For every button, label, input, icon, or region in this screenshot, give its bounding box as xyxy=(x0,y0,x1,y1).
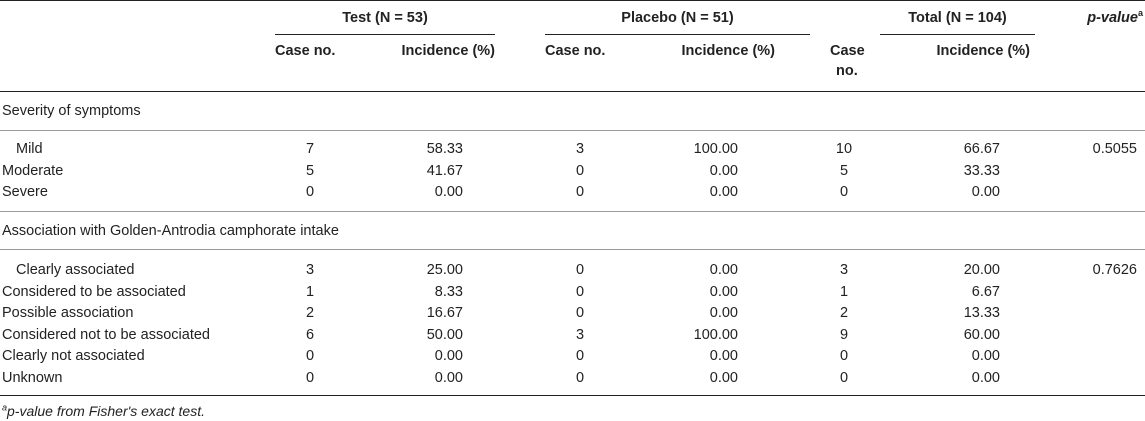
total-incidence-cell: 0.00 xyxy=(971,348,1000,364)
placebo-incidence-cell: 0.00 xyxy=(709,370,738,386)
total-incidence-cell: 20.00 xyxy=(963,262,1000,278)
table-bottom-rule xyxy=(0,395,1145,396)
total-case-cell: 0 xyxy=(839,348,849,364)
test-incidence-cell: 0.00 xyxy=(434,184,463,200)
row-label: Clearly not associated xyxy=(2,348,145,364)
header-pvalue: p-valuea xyxy=(1087,9,1143,27)
footnote-text: p-value from Fisher's exact test. xyxy=(7,403,205,419)
placebo-case-cell: 0 xyxy=(575,370,585,386)
test-incidence-cell: 0.00 xyxy=(434,370,463,386)
total-incidence-cell: 13.33 xyxy=(963,305,1000,321)
section-divider xyxy=(0,130,1145,131)
total-case-cell: 0 xyxy=(839,184,849,200)
placebo-case-cell: 3 xyxy=(575,327,585,343)
subheader-total-no: no. xyxy=(836,63,858,79)
row-label: Unknown xyxy=(2,370,63,386)
total-incidence-cell: 60.00 xyxy=(963,327,1000,343)
subheader-test-case-no: Case no. xyxy=(275,43,336,59)
header-pvalue-sup: a xyxy=(1137,8,1143,19)
placebo-incidence-cell: 100.00 xyxy=(693,141,738,157)
total-case-cell: 2 xyxy=(839,305,849,321)
test-case-cell: 0 xyxy=(305,184,315,200)
p-value-cell: 0.7626 xyxy=(1092,262,1137,278)
total-case-cell: 5 xyxy=(839,163,849,179)
section-title: Severity of symptoms xyxy=(2,103,141,119)
placebo-case-cell: 0 xyxy=(575,163,585,179)
test-incidence-cell: 41.67 xyxy=(426,163,463,179)
total-case-cell: 1 xyxy=(839,284,849,300)
row-label: Mild xyxy=(16,141,43,157)
test-case-cell: 6 xyxy=(305,327,315,343)
placebo-group-underline xyxy=(545,34,810,35)
table-footnote: ap-value from Fisher's exact test. xyxy=(2,402,205,420)
test-incidence-cell: 8.33 xyxy=(434,284,463,300)
row-label: Possible association xyxy=(2,305,134,321)
placebo-case-cell: 0 xyxy=(575,305,585,321)
total-case-cell: 3 xyxy=(839,262,849,278)
test-incidence-cell: 58.33 xyxy=(426,141,463,157)
subheader-placebo-case-no: Case no. xyxy=(545,43,606,59)
total-incidence-cell: 33.33 xyxy=(963,163,1000,179)
section-divider xyxy=(0,211,1145,212)
header-placebo-group: Placebo (N = 51) xyxy=(621,10,734,26)
subheader-total-incidence: Incidence (%) xyxy=(936,43,1030,59)
test-incidence-cell: 25.00 xyxy=(426,262,463,278)
test-case-cell: 7 xyxy=(305,141,315,157)
placebo-incidence-cell: 0.00 xyxy=(709,163,738,179)
header-total-group: Total (N = 104) xyxy=(908,10,1007,26)
total-group-underline xyxy=(880,34,1035,35)
row-label: Severe xyxy=(2,184,48,200)
placebo-incidence-cell: 0.00 xyxy=(709,348,738,364)
total-case-cell: 10 xyxy=(835,141,853,157)
placebo-incidence-cell: 100.00 xyxy=(693,327,738,343)
total-case-cell: 0 xyxy=(839,370,849,386)
section-title: Association with Golden-Antrodia camphor… xyxy=(2,223,339,239)
row-label: Considered to be associated xyxy=(2,284,186,300)
placebo-incidence-cell: 0.00 xyxy=(709,305,738,321)
test-case-cell: 0 xyxy=(305,348,315,364)
test-case-cell: 1 xyxy=(305,284,315,300)
total-incidence-cell: 0.00 xyxy=(971,370,1000,386)
test-case-cell: 2 xyxy=(305,305,315,321)
test-case-cell: 0 xyxy=(305,370,315,386)
placebo-case-cell: 0 xyxy=(575,262,585,278)
total-incidence-cell: 6.67 xyxy=(971,284,1000,300)
placebo-case-cell: 0 xyxy=(575,184,585,200)
test-case-cell: 3 xyxy=(305,262,315,278)
placebo-case-cell: 0 xyxy=(575,284,585,300)
test-group-underline xyxy=(275,34,495,35)
placebo-incidence-cell: 0.00 xyxy=(709,262,738,278)
total-incidence-cell: 0.00 xyxy=(971,184,1000,200)
row-label: Clearly associated xyxy=(16,262,135,278)
total-case-cell: 9 xyxy=(839,327,849,343)
test-case-cell: 5 xyxy=(305,163,315,179)
subheader-placebo-incidence: Incidence (%) xyxy=(681,43,775,59)
total-incidence-cell: 66.67 xyxy=(963,141,1000,157)
subheader-total-case: Case xyxy=(830,43,865,59)
test-incidence-cell: 50.00 xyxy=(426,327,463,343)
header-test-group: Test (N = 53) xyxy=(342,10,428,26)
placebo-case-cell: 3 xyxy=(575,141,585,157)
section-divider xyxy=(0,249,1145,250)
placebo-incidence-cell: 0.00 xyxy=(709,284,738,300)
subheader-test-incidence: Incidence (%) xyxy=(401,43,495,59)
header-bottom-rule xyxy=(0,91,1145,92)
footnote-sup: a xyxy=(2,402,8,413)
table-top-rule xyxy=(0,0,1145,1)
row-label: Considered not to be associated xyxy=(2,327,210,343)
placebo-incidence-cell: 0.00 xyxy=(709,184,738,200)
placebo-case-cell: 0 xyxy=(575,348,585,364)
test-incidence-cell: 16.67 xyxy=(426,305,463,321)
test-incidence-cell: 0.00 xyxy=(434,348,463,364)
p-value-cell: 0.5055 xyxy=(1092,141,1137,157)
header-pvalue-text: p-value xyxy=(1087,10,1138,26)
row-label: Moderate xyxy=(2,163,64,179)
